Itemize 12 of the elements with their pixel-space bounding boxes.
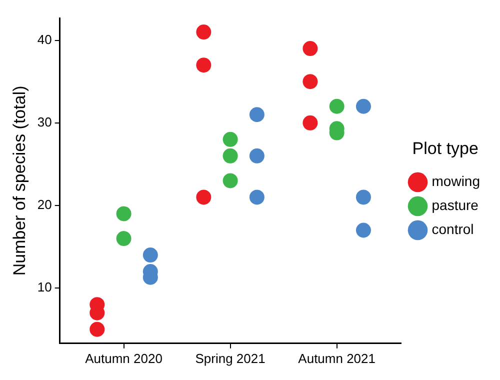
y-tick-label: 10 (37, 280, 52, 295)
legend-label: control (432, 221, 474, 238)
x-tick-label: Spring 2021 (195, 350, 266, 366)
legend-label: pasture (432, 197, 479, 214)
legend-label: mowing (432, 173, 480, 190)
y-tick-label: 20 (37, 197, 52, 212)
legend-title: Plot type (412, 138, 478, 158)
y-tick-label: 30 (37, 114, 52, 130)
y-axis-title: Number of species (total) (10, 86, 29, 276)
y-tick-label: 40 (37, 32, 52, 47)
x-tick-label: Autumn 2020 (85, 350, 162, 366)
x-tick-label: Autumn 2021 (298, 350, 376, 366)
